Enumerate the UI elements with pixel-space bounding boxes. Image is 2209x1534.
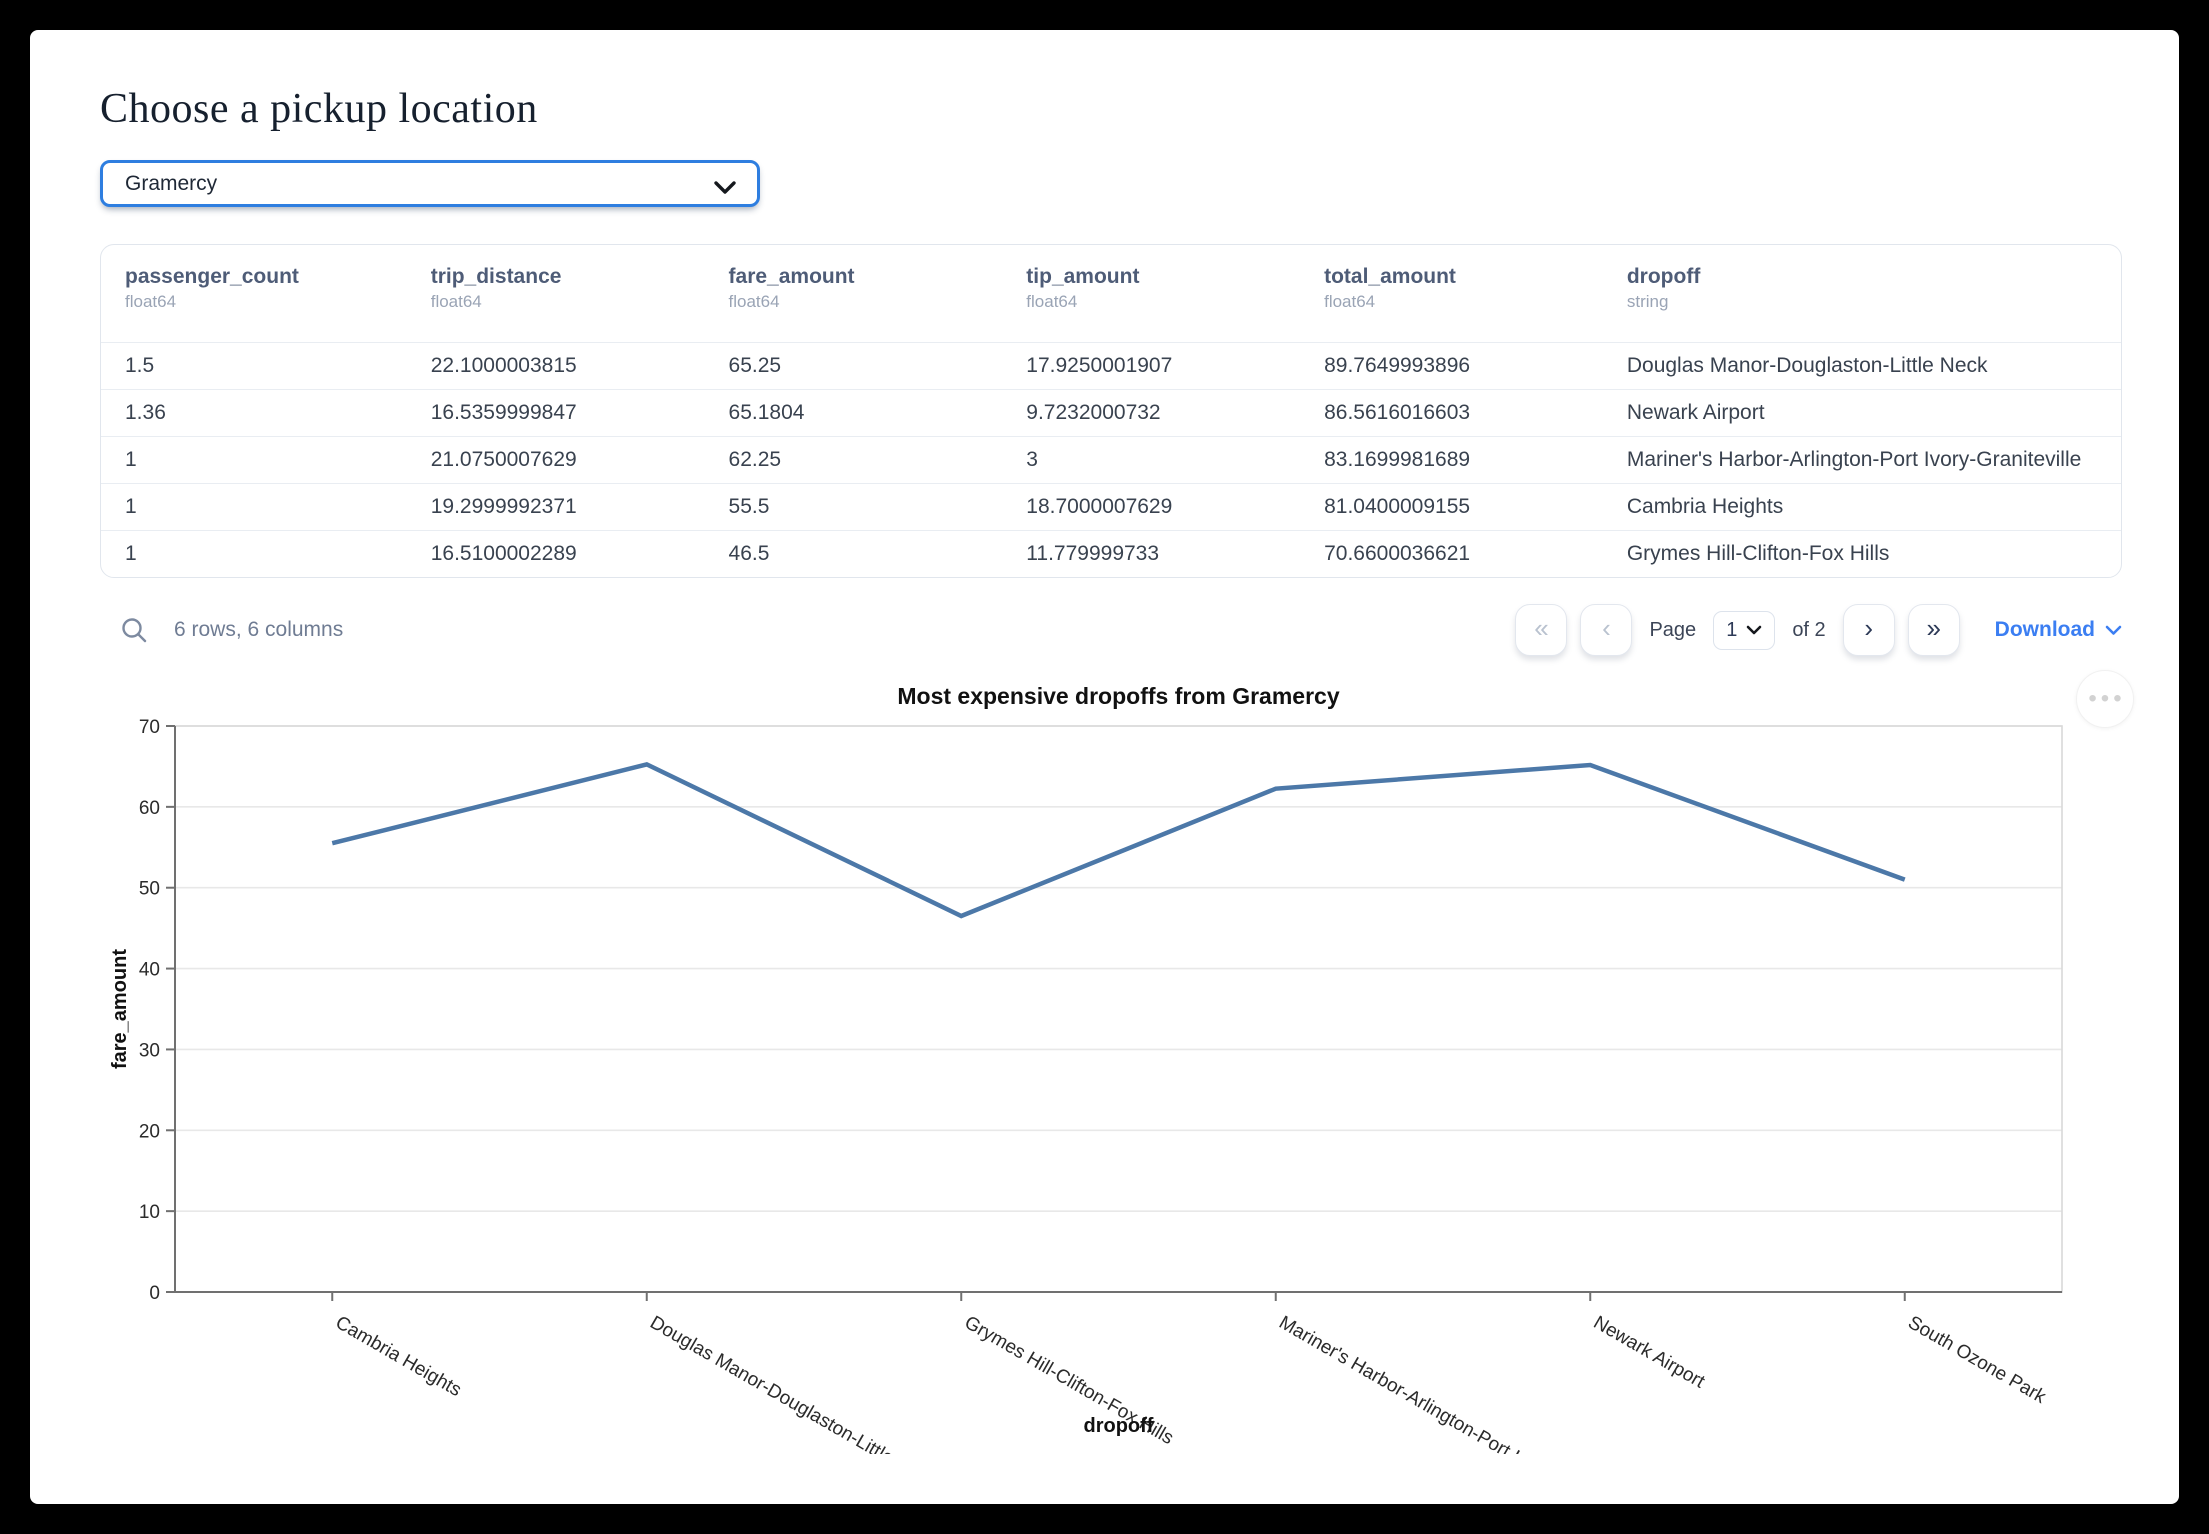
- column-name: passenger_count: [125, 265, 299, 288]
- column-type: float64: [1026, 292, 1078, 311]
- table-cell: Mariner's Harbor-Arlington-Port Ivory-Gr…: [1626, 448, 2082, 471]
- table-cell: 1: [125, 448, 137, 471]
- svg-text:Cambria Heights: Cambria Heights: [332, 1312, 465, 1401]
- first-page-button[interactable]: «: [1515, 604, 1568, 656]
- chevron-down-icon: [714, 181, 736, 194]
- svg-text:Douglas Manor-Douglaston-Littl: Douglas Manor-Douglaston-Little Neck: [646, 1312, 940, 1454]
- next-page-button[interactable]: ›: [1842, 604, 1895, 656]
- table-row[interactable]: 1.5 22.1000003815 65.25 17.9250001907 89.764…: [101, 342, 2121, 389]
- column-type: string: [1626, 292, 1669, 311]
- column-name: fare_amount: [728, 265, 855, 288]
- download-label: Download: [1994, 618, 2095, 641]
- table-cell: Douglas Manor-Douglaston-Little Neck: [1626, 354, 1988, 377]
- svg-text:Mariner's Harbor-Arlington-Por: Mariner's Harbor-Arlington-Port Ivory-…: [1275, 1312, 1576, 1454]
- table-row[interactable]: 1.36 16.5359999847 65.1804 9.7232000732 86.5…: [101, 389, 2121, 436]
- table-cell: Grymes Hill-Clifton-Fox Hills: [1626, 542, 1890, 565]
- column-name: tip_amount: [1026, 265, 1140, 288]
- page-select[interactable]: 1: [1713, 610, 1776, 650]
- chart-menu-button[interactable]: •••: [2076, 670, 2134, 728]
- table-cell: 21.0750007629: [430, 448, 577, 471]
- table-cell: 46.5: [728, 542, 770, 565]
- svg-text:30: 30: [139, 1040, 160, 1061]
- table-cell: 62.25: [728, 448, 782, 471]
- table-row[interactable]: 1 21.0750007629 62.25 3 83.1699981689 Mariner…: [101, 436, 2121, 483]
- table-cell: 1.5: [125, 354, 155, 377]
- table-cell: 83.1699981689: [1324, 448, 1471, 471]
- table-cell: 9.7232000732: [1026, 401, 1161, 424]
- last-page-button[interactable]: »: [1907, 604, 1960, 656]
- column-type: float64: [1324, 292, 1376, 311]
- search-icon[interactable]: [120, 616, 148, 644]
- table-cell: 16.5359999847: [430, 401, 577, 424]
- table-cell: 11.779999733: [1026, 542, 1160, 565]
- svg-text:70: 70: [139, 717, 160, 738]
- pickup-location-select[interactable]: Gramercy: [100, 160, 760, 207]
- table-cell: 70.6600036621: [1324, 542, 1471, 565]
- svg-text:Newark Airport: Newark Airport: [1590, 1312, 1709, 1393]
- table-cell: 81.0400009155: [1324, 495, 1471, 518]
- chevron-down-icon: [2105, 625, 2122, 635]
- column-type: float64: [430, 292, 482, 311]
- table-cell: 19.2999992371: [430, 495, 577, 518]
- table-cell: 65.25: [728, 354, 782, 377]
- svg-text:dropoff: dropoff: [1084, 1415, 1154, 1437]
- column-type: float64: [728, 292, 780, 311]
- page-title: Choose a pickup location: [100, 86, 538, 132]
- table-cell: Newark Airport: [1626, 401, 1765, 424]
- table-cell: 1: [125, 495, 137, 518]
- svg-text:0: 0: [149, 1283, 160, 1304]
- column-name: total_amount: [1324, 265, 1456, 288]
- column-header-fare_amount[interactable]: fare_amount float64: [705, 245, 1003, 342]
- table-cell: 1: [125, 542, 137, 565]
- pickup-select-value: Gramercy: [125, 171, 218, 195]
- table-cell: 18.7000007629: [1026, 495, 1173, 518]
- prev-page-button[interactable]: ‹: [1580, 604, 1633, 656]
- table-cell: 16.5100002289: [430, 542, 577, 565]
- svg-text:fare_amount: fare_amount: [109, 949, 131, 1069]
- table-cell: Cambria Heights: [1626, 495, 1784, 518]
- column-header-trip_distance[interactable]: trip_distance float64: [407, 245, 705, 342]
- column-header-total_amount[interactable]: total_amount float64: [1300, 245, 1603, 342]
- svg-text:50: 50: [139, 879, 160, 900]
- column-type: float64: [125, 292, 177, 311]
- svg-text:South Ozone Park: South Ozone Park: [1904, 1312, 2049, 1408]
- fare-amount-line-chart: 0 10 20 30 40 50 60 70 Cambria Heights Douglas Ma…: [109, 683, 2063, 1498]
- table-cell: 65.1804: [728, 401, 805, 424]
- table-row[interactable]: 1 16.5100002289 46.5 11.779999733 70.6600036…: [101, 530, 2121, 577]
- table-cell: 3: [1026, 448, 1038, 471]
- chart-section: ••• 0 10 20 30 40 50 60 70 Cambria Heights Dougla…: [100, 664, 2134, 1498]
- table-cell: 89.7649993896: [1324, 354, 1471, 377]
- svg-text:60: 60: [139, 798, 160, 819]
- table-cell: 1.36: [125, 401, 166, 424]
- chevron-down-icon: [1747, 625, 1762, 635]
- column-name: trip_distance: [430, 265, 562, 288]
- table-cell: 86.5616016603: [1324, 401, 1471, 424]
- download-button[interactable]: Download: [1995, 618, 2122, 642]
- svg-text:Most expensive dropoffs from G: Most expensive dropoffs from Gramercy: [897, 683, 1339, 709]
- column-header-tip_amount[interactable]: tip_amount float64: [1002, 245, 1300, 342]
- table-cell: 55.5: [728, 495, 770, 518]
- page-select-value: 1: [1726, 618, 1738, 641]
- column-name: dropoff: [1626, 265, 1701, 288]
- table-cell: 17.9250001907: [1026, 354, 1173, 377]
- table-cell: 22.1000003815: [430, 354, 577, 377]
- table-body: 1.5 22.1000003815 65.25 17.9250001907 89.764…: [101, 342, 2121, 577]
- svg-text:10: 10: [139, 1202, 160, 1223]
- table-row[interactable]: 1 19.2999992371 55.5 18.7000007629 81.040000…: [101, 483, 2121, 530]
- page-of-label: of 2: [1792, 618, 1826, 641]
- column-header-passenger_count[interactable]: passenger_count float64: [101, 245, 407, 342]
- row-count-summary: 6 rows, 6 columns: [174, 618, 344, 641]
- app-card: Choose a pickup location Gramercy passen…: [30, 30, 2179, 1504]
- column-header-dropoff[interactable]: dropoff string: [1603, 245, 2121, 342]
- page-label: Page: [1649, 618, 1697, 641]
- table-footer: 6 rows, 6 columns « ‹ Page 1 of 2 › » Do…: [100, 602, 2122, 658]
- svg-text:20: 20: [139, 1121, 160, 1142]
- svg-text:40: 40: [139, 960, 160, 981]
